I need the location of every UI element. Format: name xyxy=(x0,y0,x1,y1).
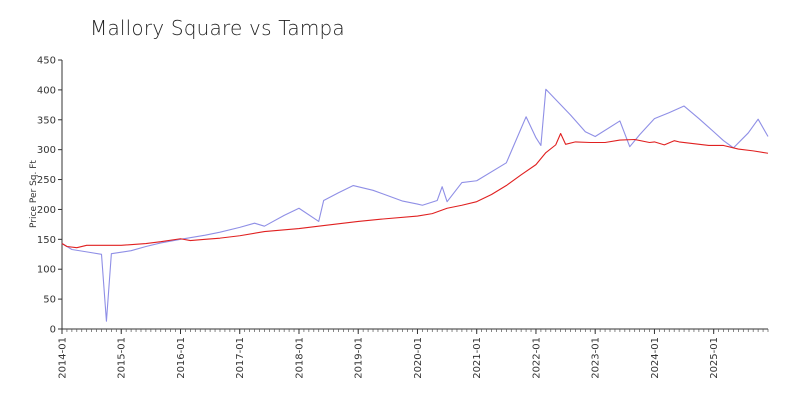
x-tick-label: 2017-01 xyxy=(235,337,246,379)
x-tick-label: 2025-01 xyxy=(709,337,720,379)
x-tick-label: 2020-01 xyxy=(413,337,424,379)
x-tick-label: 2022-01 xyxy=(531,337,542,379)
series-line-1 xyxy=(61,88,769,322)
y-tick-label: 100 xyxy=(37,265,56,276)
series-line-2 xyxy=(61,132,769,249)
y-tick-label: 0 xyxy=(50,325,56,336)
y-tick-label: 150 xyxy=(37,235,56,246)
x-tick-label: 2024-01 xyxy=(650,337,661,379)
y-tick-label: 450 xyxy=(37,56,56,67)
y-tick-label: 50 xyxy=(43,295,56,306)
axes: 0 50 100 150 200 250 300 350 400 450 2014-01 2015-0… xyxy=(37,56,769,379)
y-axis-label: Price Per Sq. Ft xyxy=(29,160,39,228)
chart-title: Mallory Square vs Tampa xyxy=(90,16,345,40)
y-tick-label: 250 xyxy=(37,175,56,186)
y-tick-label: 200 xyxy=(37,205,56,216)
x-tick-label: 2015-01 xyxy=(117,337,128,379)
series-layer xyxy=(61,88,769,322)
y-tick-label: 400 xyxy=(37,85,56,96)
x-tick-label: 2023-01 xyxy=(591,337,602,379)
x-tick-label: 2021-01 xyxy=(472,337,483,379)
x-tick-label: 2014-01 xyxy=(58,337,69,379)
y-tick-label: 300 xyxy=(37,145,56,156)
x-tick-label: 2018-01 xyxy=(294,337,305,379)
y-tick-label: 350 xyxy=(37,115,56,126)
x-tick-label: 2019-01 xyxy=(354,337,365,379)
x-tick-label: 2016-01 xyxy=(176,337,187,379)
